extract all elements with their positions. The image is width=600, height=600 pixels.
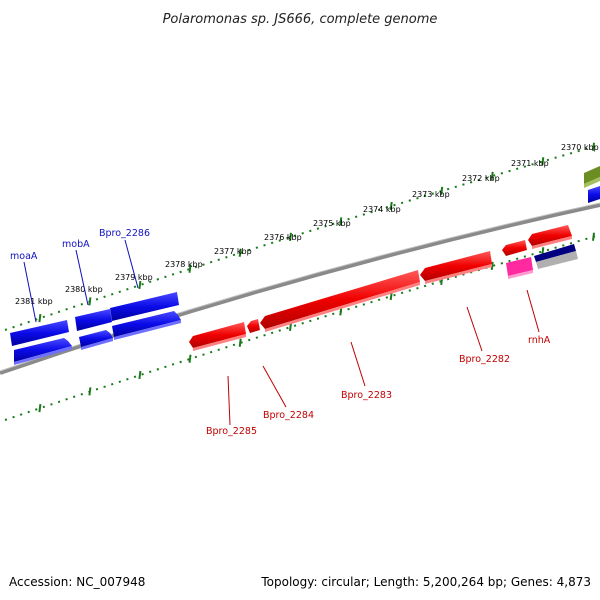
outer-tick-8 bbox=[440, 186, 444, 196]
gene-label-mobA: mobA bbox=[62, 239, 90, 250]
outer-tick-0 bbox=[38, 313, 42, 323]
gene-mobA[interactable] bbox=[79, 330, 113, 350]
gene-label-rnhA: rnhA bbox=[528, 335, 551, 346]
gene-label-moaA: moaA bbox=[10, 251, 38, 262]
gene-bpro-2285[interactable] bbox=[189, 322, 246, 351]
tick-label-2376: 2376 kbp bbox=[264, 233, 302, 242]
outer-tick-9 bbox=[490, 171, 494, 181]
outer-tick-3 bbox=[188, 264, 192, 273]
outer-tick-4 bbox=[238, 248, 242, 257]
gene-label-bpro-2282: Bpro_2282 bbox=[459, 354, 510, 365]
outer-ruler-ticks bbox=[38, 142, 595, 323]
inner-tick-9 bbox=[490, 261, 494, 271]
inner-tick-4 bbox=[238, 338, 242, 347]
bpro-2285-leader bbox=[227, 375, 231, 426]
gene-red-right[interactable] bbox=[528, 225, 572, 249]
rnhA-leader bbox=[526, 289, 540, 333]
gene-label-bpro-2283: Bpro_2283 bbox=[341, 390, 392, 401]
navy-feature[interactable] bbox=[534, 244, 578, 269]
tick-label-2381: 2381 kbp bbox=[15, 297, 53, 306]
gene-rnhA[interactable] bbox=[502, 240, 527, 256]
outer-ruler-arc bbox=[4, 144, 600, 331]
tick-label-2373: 2373 kbp bbox=[412, 190, 450, 199]
tick-label-2380: 2380 kbp bbox=[65, 285, 103, 294]
moaA-leader bbox=[23, 261, 37, 323]
genome-summary-text: Topology: circular; Length: 5,200,264 bp… bbox=[260, 575, 591, 589]
bpro-2286-leader bbox=[124, 239, 139, 289]
tick-label-2370: 2370 kbp bbox=[561, 143, 599, 152]
inner-ruler-ticks bbox=[38, 232, 595, 413]
outer-tick-6 bbox=[339, 217, 343, 226]
tick-label-2375: 2375 kbp bbox=[313, 219, 351, 228]
gene-mobA-upper[interactable] bbox=[75, 309, 112, 331]
bpro-2284-leader bbox=[262, 365, 287, 408]
olive-feature-shadow bbox=[584, 177, 600, 188]
rna-feature-pink[interactable] bbox=[506, 257, 533, 279]
outer-tick-1 bbox=[88, 297, 92, 306]
accession-text: Accession: NC_007948 bbox=[9, 575, 145, 589]
gene-bpro-2286-upper[interactable] bbox=[110, 292, 179, 321]
outer-tick-10 bbox=[541, 157, 545, 166]
outer-tick-5 bbox=[289, 232, 292, 242]
outer-tick-2 bbox=[138, 280, 142, 290]
blue-feature-edge[interactable] bbox=[588, 186, 600, 203]
tick-label-2371: 2371 kbp bbox=[511, 159, 549, 168]
inner-tick-3 bbox=[188, 354, 192, 363]
mobA-leader bbox=[75, 249, 89, 306]
bpro-2282-leader bbox=[466, 306, 483, 352]
inner-tick-11 bbox=[592, 232, 595, 241]
tick-label-2378: 2378 kbp bbox=[165, 260, 203, 269]
olive-feature[interactable] bbox=[584, 166, 600, 184]
outer-tick-11 bbox=[592, 142, 595, 151]
gene-bpro-2282[interactable] bbox=[420, 251, 492, 284]
gene-bpro-2286[interactable] bbox=[112, 311, 181, 340]
inner-tick-1 bbox=[88, 387, 92, 396]
tick-label-2372: 2372 kbp bbox=[462, 174, 500, 183]
gene-label-bpro-2285: Bpro_2285 bbox=[206, 426, 257, 437]
inner-tick-0 bbox=[38, 403, 42, 413]
gene-moaA-upper[interactable] bbox=[10, 320, 69, 346]
tick-label-2374: 2374 kbp bbox=[363, 205, 401, 214]
map-title: Polaromonas sp. JS666, complete genome bbox=[163, 12, 438, 27]
gene-label-bpro-2284: Bpro_2284 bbox=[263, 410, 314, 421]
inner-tick-2 bbox=[138, 370, 142, 380]
bpro-2283-leader bbox=[350, 341, 366, 387]
tick-label-2377: 2377 kbp bbox=[214, 247, 252, 256]
gene-label-bpro-2286: Bpro_2286 bbox=[99, 228, 150, 239]
gene-bpro-2284[interactable] bbox=[247, 319, 260, 333]
gene-bpro-2283[interactable] bbox=[260, 270, 420, 332]
tick-label-2379: 2379 kbp bbox=[115, 273, 153, 282]
outer-tick-7 bbox=[389, 201, 393, 211]
gene-moaA[interactable] bbox=[14, 338, 72, 365]
inner-tick-5 bbox=[289, 322, 292, 332]
